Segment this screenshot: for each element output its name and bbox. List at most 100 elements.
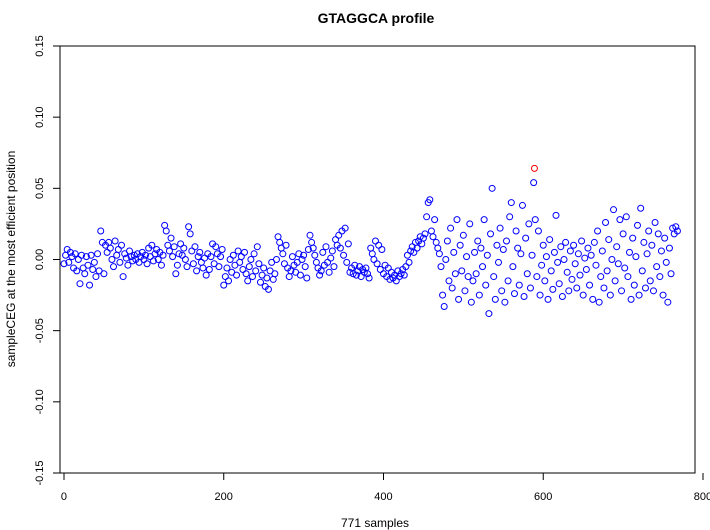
data-point	[196, 248, 204, 256]
data-point	[114, 246, 122, 254]
data-point	[215, 263, 223, 271]
data-point	[648, 241, 656, 249]
data-point	[429, 233, 437, 241]
data-point	[89, 265, 97, 273]
data-point	[170, 243, 178, 251]
data-point	[467, 298, 475, 306]
data-point	[517, 250, 525, 258]
x-tick-label: 400	[374, 491, 392, 503]
data-point	[212, 243, 220, 251]
data-point	[549, 285, 557, 293]
data-point	[595, 298, 603, 306]
data-point	[622, 213, 630, 221]
data-point	[459, 231, 467, 239]
data-point	[469, 277, 477, 285]
data-point	[590, 238, 598, 246]
data-point	[119, 273, 127, 281]
data-point	[161, 221, 169, 229]
data-point	[657, 247, 665, 255]
data-point	[113, 251, 121, 259]
data-point	[557, 243, 565, 251]
data-point	[616, 216, 624, 224]
y-axis-label: sampleCEG at the most efficient position	[4, 151, 18, 368]
data-point	[162, 227, 170, 235]
data-point	[589, 295, 597, 303]
data-point	[407, 247, 415, 255]
data-point	[403, 251, 411, 259]
data-point	[530, 164, 538, 172]
data-point	[649, 287, 657, 295]
data-point	[400, 271, 408, 279]
data-point	[550, 248, 558, 256]
data-point	[571, 260, 579, 268]
data-point	[201, 254, 209, 262]
data-point	[185, 223, 193, 231]
data-point	[336, 244, 344, 252]
data-point	[506, 213, 514, 221]
data-point	[188, 247, 196, 255]
data-point	[495, 258, 503, 266]
data-point	[534, 227, 542, 235]
data-points	[60, 164, 681, 318]
x-axis-label: 771 samples	[341, 516, 409, 530]
data-point	[581, 254, 589, 262]
data-point	[341, 224, 349, 232]
data-point	[633, 221, 641, 229]
data-point	[606, 291, 614, 299]
data-point	[437, 263, 445, 271]
data-point	[419, 234, 427, 242]
data-point	[592, 261, 600, 269]
data-point	[276, 238, 284, 246]
data-point	[538, 261, 546, 269]
data-point	[311, 251, 319, 259]
data-point	[458, 267, 466, 275]
data-point	[250, 250, 258, 258]
data-point	[141, 251, 149, 259]
data-point	[295, 250, 303, 258]
data-point	[544, 295, 552, 303]
data-point	[74, 256, 82, 263]
data-point	[237, 253, 245, 261]
data-point	[373, 260, 381, 268]
data-point	[525, 220, 533, 228]
data-point	[241, 248, 249, 256]
data-point	[514, 244, 522, 252]
data-point	[197, 258, 205, 266]
data-point	[443, 237, 451, 245]
data-point	[375, 241, 383, 249]
data-point	[502, 237, 510, 245]
data-point	[193, 267, 201, 275]
data-point	[440, 302, 448, 310]
data-point	[487, 230, 495, 238]
data-point	[555, 280, 563, 288]
data-point	[116, 258, 124, 266]
data-point	[340, 251, 348, 259]
data-point	[646, 277, 654, 285]
data-point	[456, 241, 464, 249]
data-point	[405, 258, 413, 266]
data-point	[632, 253, 640, 261]
data-point	[386, 275, 394, 283]
data-point	[306, 231, 314, 239]
data-point	[466, 220, 474, 228]
data-point	[94, 250, 102, 258]
data-point	[221, 273, 229, 281]
data-point	[344, 240, 352, 248]
data-point	[280, 260, 288, 268]
data-point	[501, 298, 509, 306]
data-point	[328, 247, 336, 255]
data-point	[87, 251, 95, 259]
data-point	[661, 234, 669, 242]
y-axis: -0.15 -0.10 -0.05 0.00 0.05 0.10 0.15	[34, 35, 60, 486]
data-point	[225, 277, 233, 285]
data-point	[199, 264, 207, 272]
data-point	[365, 274, 373, 282]
data-point	[335, 231, 343, 239]
data-point	[108, 256, 116, 263]
data-point	[667, 270, 675, 278]
data-point	[397, 270, 405, 278]
data-point	[223, 264, 231, 272]
data-point	[274, 233, 282, 241]
data-point	[103, 248, 111, 256]
y-tick-label: 0.15	[34, 35, 46, 56]
